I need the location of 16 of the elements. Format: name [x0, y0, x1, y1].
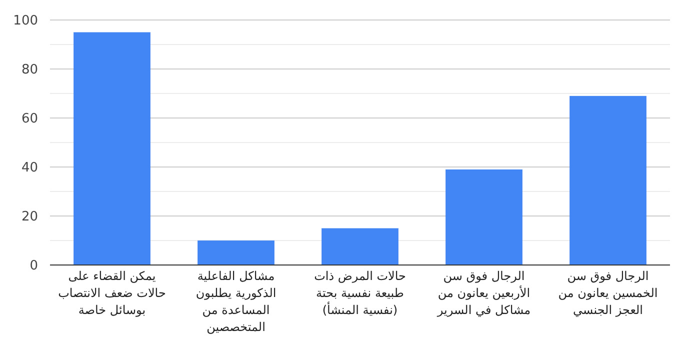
x-tick-label: الرجال فوق سن الخمسين يعانون من العجز الجنسي	[557, 268, 659, 319]
bar	[570, 96, 646, 265]
y-tick-label: 0	[30, 258, 38, 274]
y-tick-label: 40	[21, 160, 38, 176]
x-tick-label: مشاكل الفاعلية الذكورية يطلبون المساعدة من المتخصصين	[194, 268, 278, 336]
y-tick-label: 60	[21, 112, 38, 126]
bar	[446, 169, 522, 265]
bar	[322, 228, 398, 265]
x-tick-label: يمكن القضاء على حالات ضعف الانتصاب بوسائل خاصة	[57, 268, 167, 319]
y-tick-label: 80	[21, 62, 38, 78]
y-tick-label: 100	[13, 14, 38, 28]
x-tick-label: حالات المرض ذات طبيعة نفسية بحتة (نفسية المنشأ)	[313, 268, 407, 319]
y-tick-label: 20	[21, 210, 38, 224]
bar	[198, 240, 274, 265]
bar	[74, 32, 150, 265]
x-tick-label: الرجال فوق سن الأربعين يعانون من مشاكل في السرير	[436, 268, 532, 319]
